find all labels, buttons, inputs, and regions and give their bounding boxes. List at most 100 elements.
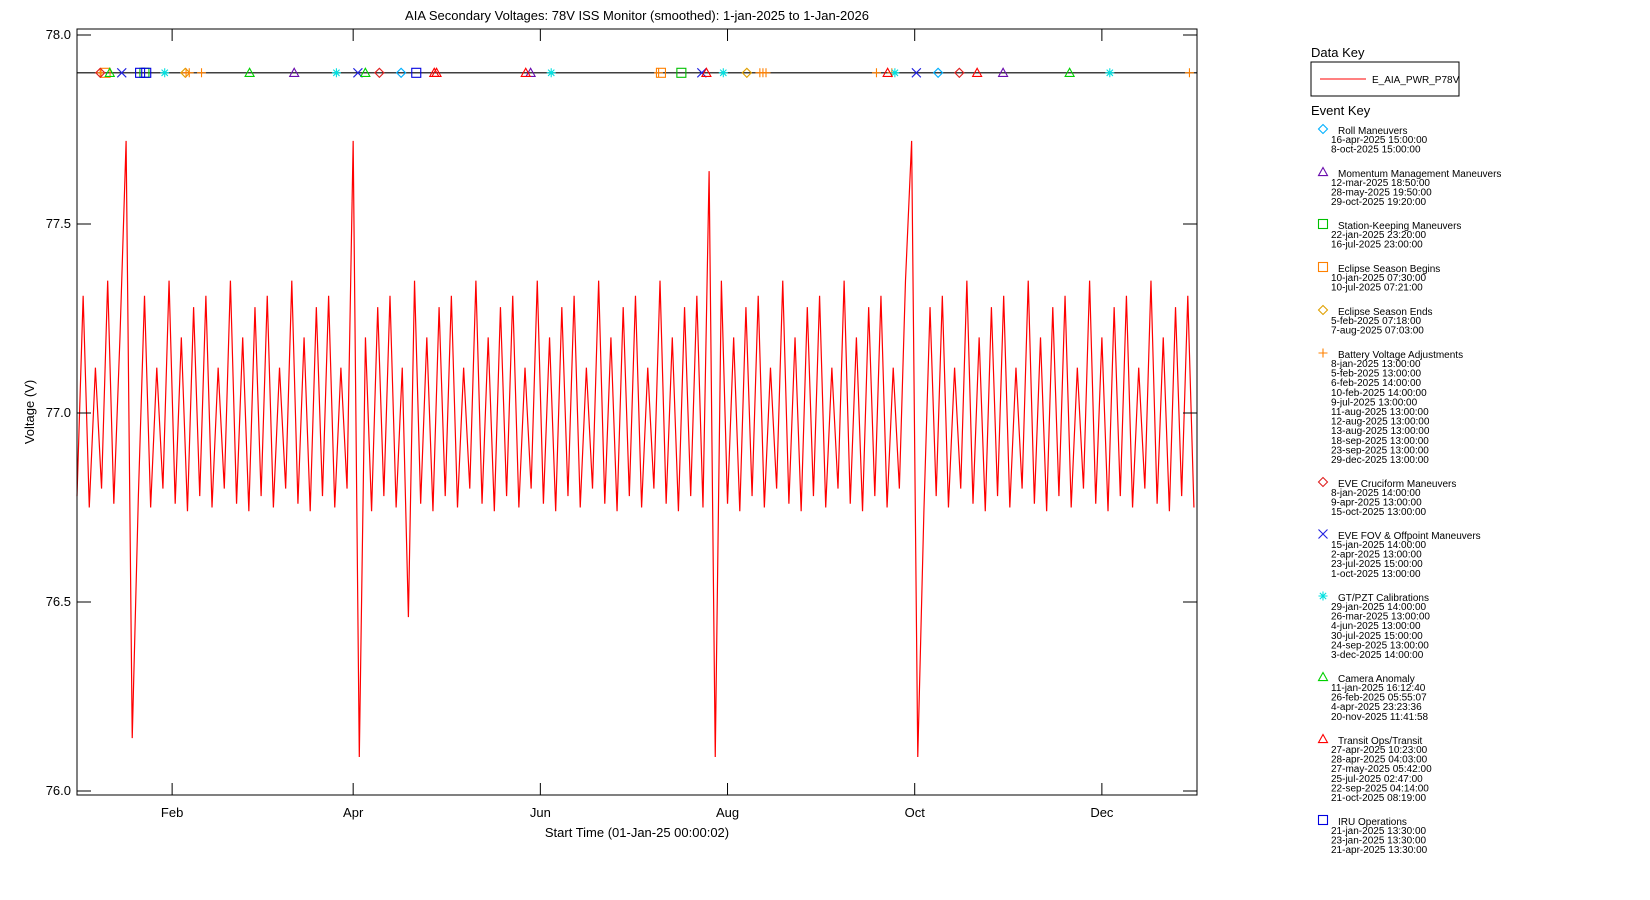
event-date: 29-jan-2025 14:00:00 [1331, 602, 1427, 613]
event-marker [160, 68, 170, 78]
event-marker [395, 67, 407, 79]
y-tick-label: 78.0 [46, 27, 71, 42]
event-name: Battery Voltage Adjustments [1338, 350, 1463, 361]
event-date: 11-jan-2025 16:12:40 [1331, 683, 1426, 694]
event-marker [676, 67, 687, 78]
event-marker [971, 67, 983, 77]
event-date: 3-dec-2025 14:00:00 [1331, 650, 1424, 661]
event-name: Camera Anomaly [1338, 674, 1415, 685]
event-date: 29-oct-2025 19:20:00 [1331, 197, 1427, 208]
event-marker [700, 67, 712, 77]
y-tick-label: 77.0 [46, 405, 71, 420]
legend-label: E_AIA_PWR_P78V [1372, 75, 1460, 86]
event-key-marker [1317, 261, 1329, 273]
event-key-marker [1317, 671, 1329, 682]
event-date: 22-jan-2025 23:20:00 [1331, 230, 1427, 241]
event-date: 5-feb-2025 13:00:00 [1331, 369, 1422, 380]
event-date: 29-dec-2025 13:00:00 [1331, 455, 1429, 466]
event-marker [718, 68, 728, 78]
event-marker [1064, 67, 1076, 77]
event-date: 23-sep-2025 13:00:00 [1331, 445, 1429, 456]
event-date: 10-jan-2025 07:30:00 [1331, 273, 1427, 284]
event-date: 16-jul-2025 23:00:00 [1331, 240, 1423, 251]
event-date: 7-aug-2025 07:03:00 [1331, 326, 1424, 337]
event-key-marker [1317, 733, 1329, 744]
event-marker [871, 68, 881, 78]
data-line [76, 140, 1195, 757]
event-name: EVE FOV & Offpoint Maneuvers [1338, 531, 1481, 542]
event-date: 8-jan-2025 13:00:00 [1331, 359, 1421, 370]
event-date: 15-jan-2025 14:00:00 [1331, 540, 1427, 551]
y-tick-label: 76.5 [46, 594, 71, 609]
event-name: EVE Cruciform Maneuvers [1338, 479, 1456, 490]
event-marker [520, 67, 532, 77]
event-marker [411, 67, 422, 78]
event-date: 21-apr-2025 13:30:00 [1331, 845, 1428, 856]
event-date: 12-mar-2025 18:50:00 [1331, 178, 1430, 189]
event-date: 27-apr-2025 10:23:00 [1331, 745, 1428, 756]
event-name: Momentum Management Maneuvers [1338, 169, 1501, 180]
event-date: 25-jul-2025 02:47:00 [1331, 774, 1423, 785]
event-date: 21-oct-2025 08:19:00 [1331, 793, 1427, 804]
event-date: 10-jul-2025 07:21:00 [1331, 283, 1423, 294]
x-tick-label: Aug [716, 805, 739, 820]
event-date: 4-jun-2025 13:00:00 [1331, 621, 1421, 632]
event-key-marker [1317, 814, 1329, 826]
event-marker [954, 67, 965, 79]
event-marker [1105, 68, 1115, 78]
event-marker [911, 67, 922, 78]
event-marker [741, 67, 753, 79]
event-date: 8-jan-2025 14:00:00 [1331, 488, 1421, 499]
event-key-marker [1318, 348, 1328, 358]
event-marker [696, 67, 707, 78]
event-marker [331, 68, 341, 78]
x-tick-label: Apr [343, 805, 364, 820]
event-marker [197, 68, 207, 78]
event-date: 21-jan-2025 13:30:00 [1331, 826, 1427, 837]
event-date: 15-oct-2025 13:00:00 [1331, 507, 1427, 518]
event-marker [882, 67, 894, 77]
event-key-marker [1318, 529, 1328, 539]
event-marker [1184, 68, 1194, 78]
event-date: 11-aug-2025 13:00:00 [1331, 407, 1429, 418]
event-name: Roll Maneuvers [1338, 126, 1407, 137]
event-date: 6-feb-2025 14:00:00 [1331, 378, 1422, 389]
event-date: 1-oct-2025 13:00:00 [1331, 569, 1421, 580]
event-date: 12-aug-2025 13:00:00 [1331, 417, 1430, 428]
event-marker [135, 67, 146, 78]
event-marker [104, 67, 116, 77]
event-name: Transit Ops/Transit [1338, 736, 1422, 747]
event-date: 9-apr-2025 13:00:00 [1331, 498, 1422, 509]
event-date: 23-jul-2025 15:00:00 [1331, 559, 1423, 570]
event-date: 10-feb-2025 14:00:00 [1331, 388, 1427, 399]
event-key-marker [1317, 166, 1329, 177]
event-marker [184, 68, 194, 78]
event-date: 26-feb-2025 05:55:07 [1331, 693, 1427, 704]
event-date: 26-mar-2025 13:00:00 [1331, 612, 1430, 623]
event-date: 20-nov-2025 11:41:58 [1331, 712, 1429, 723]
event-name: IRU Operations [1338, 817, 1407, 828]
event-key-marker [1318, 591, 1328, 601]
y-tick-label: 77.5 [46, 216, 71, 231]
event-marker [374, 67, 385, 79]
event-marker [932, 67, 944, 79]
event-date: 30-jul-2025 15:00:00 [1331, 631, 1423, 642]
x-tick-label: Feb [161, 805, 183, 820]
event-marker [359, 67, 371, 77]
event-date: 27-may-2025 05:42:00 [1331, 764, 1432, 775]
event-marker [288, 67, 300, 77]
event-key-marker [1317, 123, 1329, 135]
event-marker [761, 68, 771, 78]
event-date: 9-jul-2025 13:00:00 [1331, 397, 1418, 408]
x-tick-label: Jun [530, 805, 551, 820]
chart-title: AIA Secondary Voltages: 78V ISS Monitor … [405, 8, 869, 23]
event-marker [431, 67, 442, 77]
event-key-marker [1317, 304, 1329, 316]
x-tick-label: Oct [905, 805, 926, 820]
event-key-title: Event Key [1311, 103, 1371, 118]
event-date: 22-sep-2025 04:14:00 [1331, 783, 1429, 794]
event-key-marker [1317, 476, 1329, 488]
event-date: 24-sep-2025 13:00:00 [1331, 640, 1429, 651]
